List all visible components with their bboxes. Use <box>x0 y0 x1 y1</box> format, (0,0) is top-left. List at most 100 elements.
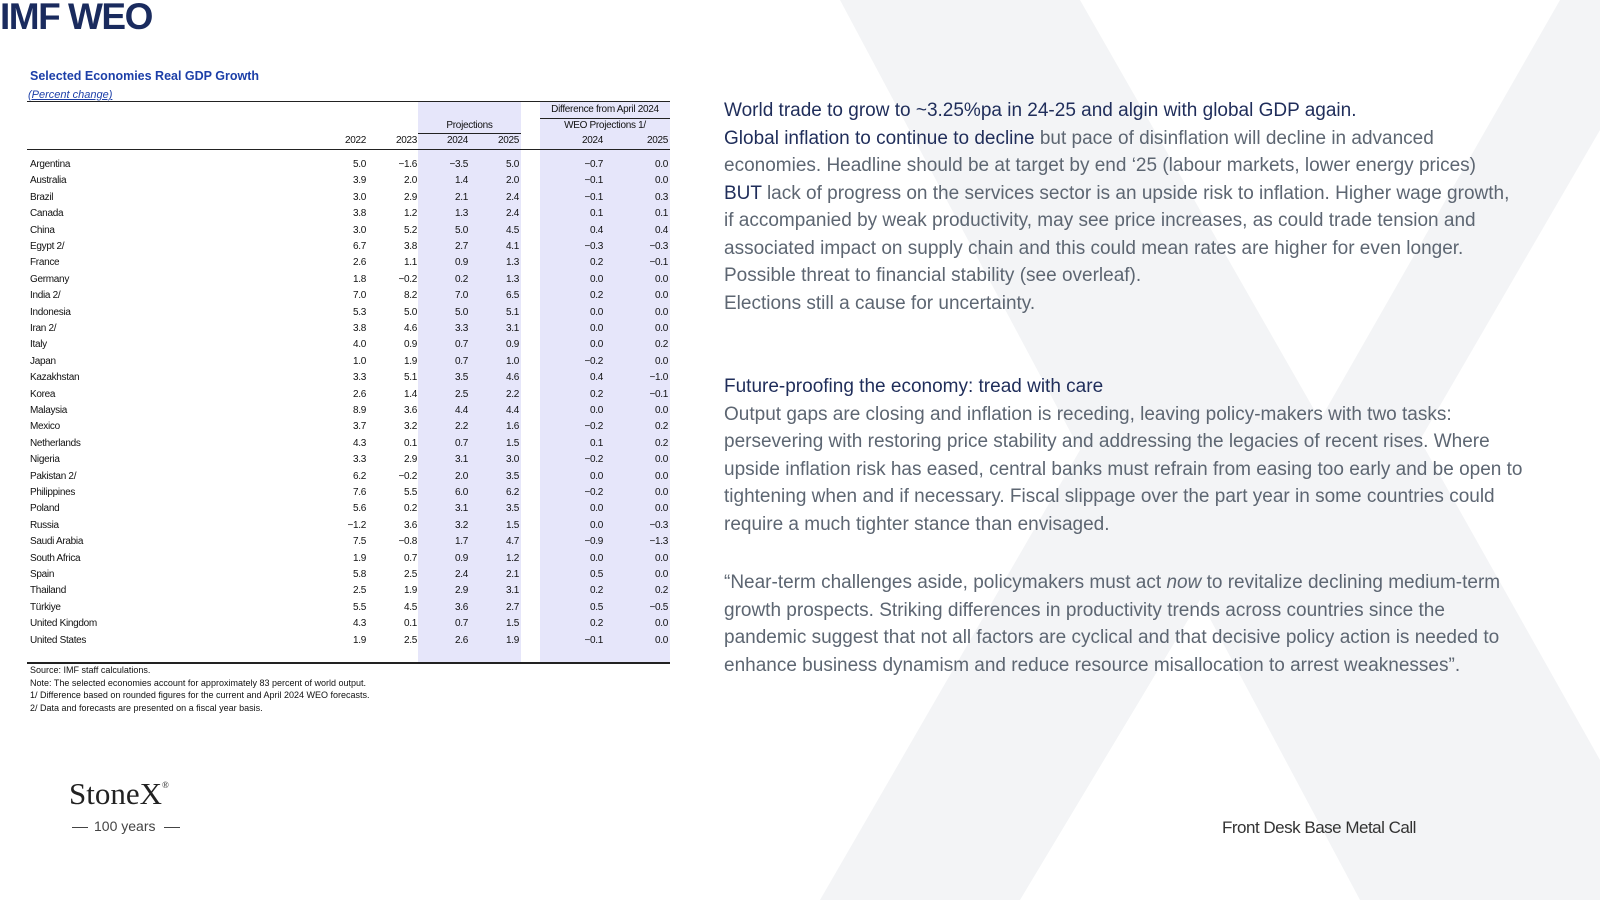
cell-value: 1.4 <box>403 388 417 400</box>
cell-value: 0.1 <box>589 208 603 220</box>
cell-value: −0.1 <box>649 257 668 269</box>
cell-value: 0.0 <box>654 405 668 416</box>
cell-value: 3.8 <box>352 323 366 334</box>
cell-value: −0.9 <box>584 536 603 548</box>
cell-value: 0.0 <box>589 339 603 351</box>
cell-value: 4.4 <box>454 405 468 416</box>
cell-value: −0.3 <box>584 241 603 252</box>
cell-value: 0.0 <box>654 355 668 367</box>
cell-value: 4.3 <box>352 437 366 449</box>
cell-value: −0.3 <box>649 519 668 531</box>
cell-value: 2.9 <box>454 585 468 597</box>
cell-value: 3.2 <box>403 421 417 433</box>
cell-value: 5.0 <box>403 306 417 318</box>
cell-value: 2.5 <box>352 585 366 597</box>
row-label: Russia <box>30 519 59 531</box>
column-header: 2025 <box>497 135 519 146</box>
text-run: BUT <box>724 182 762 204</box>
cell-value: 3.0 <box>352 224 366 236</box>
cell-value: 3.8 <box>403 241 417 252</box>
cell-value: 0.5 <box>589 569 603 580</box>
row-label: Netherlands <box>30 437 81 449</box>
cell-value: 1.3 <box>505 273 519 285</box>
table-title: Selected Economies Real GDP Growth <box>30 69 260 83</box>
cell-value: 3.5 <box>505 470 519 482</box>
cell-value: 0.2 <box>589 257 603 269</box>
cell-value: 1.9 <box>352 634 366 646</box>
cell-value: −1.2 <box>347 519 366 531</box>
text-section: World trade to grow to ~3.25%pa in 24-25… <box>724 97 1524 317</box>
row-label: Nigeria <box>30 454 60 466</box>
cell-value: 1.9 <box>352 552 366 564</box>
cell-value: 5.5 <box>403 487 417 498</box>
paragraph: World trade to grow to ~3.25%pa in 24-25… <box>724 97 1524 125</box>
cell-value: 5.0 <box>454 224 468 236</box>
paragraph: Future-proofing the economy: tread with … <box>724 373 1524 401</box>
cell-value: 8.2 <box>403 290 417 302</box>
cell-value: 2.0 <box>505 175 519 187</box>
row-label: France <box>30 257 60 269</box>
cell-value: 0.2 <box>454 273 468 285</box>
cell-value: 2.5 <box>403 569 417 580</box>
cell-value: 4.5 <box>505 224 519 236</box>
row-label: Argentina <box>30 159 71 170</box>
cell-value: 4.1 <box>505 241 519 252</box>
text-run: Future-proofing the economy: tread with … <box>724 376 1104 397</box>
cell-value: 0.0 <box>589 306 603 318</box>
paragraph: Elections still a cause for uncertainty. <box>724 290 1524 318</box>
cell-value: 3.6 <box>454 601 468 613</box>
cell-value: −0.3 <box>649 241 668 252</box>
cell-value: −0.1 <box>584 191 603 203</box>
row-label: Egypt 2/ <box>30 241 65 252</box>
cell-value: 0.1 <box>589 437 603 449</box>
cell-value: 2.0 <box>454 470 468 482</box>
cell-value: 1.5 <box>505 618 519 630</box>
cell-value: 3.8 <box>352 208 366 220</box>
cell-value: −0.2 <box>584 421 603 433</box>
cell-value: 3.3 <box>352 454 366 466</box>
cell-value: 2.5 <box>403 634 417 646</box>
cell-value: 2.2 <box>454 421 468 433</box>
row-label: Saudi Arabia <box>30 536 84 548</box>
cell-value: −0.1 <box>649 388 668 400</box>
cell-value: 0.9 <box>454 257 468 269</box>
cell-value: 2.6 <box>352 257 366 269</box>
cell-value: 0.0 <box>589 470 603 482</box>
group-header: Difference from April 2024 <box>551 104 659 115</box>
text-run: “Near-term challenges aside, policymaker… <box>724 572 1167 593</box>
cell-value: −0.1 <box>584 634 603 646</box>
logo-subtitle: 100 years <box>94 818 156 834</box>
cell-value: 6.7 <box>352 241 366 252</box>
row-label: Kazakhstan <box>30 372 80 384</box>
text-run: World trade to grow to ~3.25%pa in 24-25… <box>724 100 1357 121</box>
rule <box>27 101 670 102</box>
cell-value: 0.0 <box>654 634 668 646</box>
cell-value: −0.1 <box>584 175 603 187</box>
cell-value: 0.0 <box>654 569 668 580</box>
cell-value: 2.7 <box>505 601 519 613</box>
cell-value: 5.0 <box>352 159 366 170</box>
cell-value: −3.5 <box>449 159 468 170</box>
cell-value: −0.5 <box>649 601 668 613</box>
cell-value: 4.3 <box>352 618 366 630</box>
cell-value: 1.9 <box>505 634 519 646</box>
cell-value: 0.0 <box>589 273 603 285</box>
logo-text: StoneX <box>69 776 162 811</box>
cell-value: 2.7 <box>454 241 468 252</box>
cell-value: 0.7 <box>454 355 468 367</box>
cell-value: 0.2 <box>589 388 603 400</box>
row-label: Iran 2/ <box>30 323 57 334</box>
cell-value: 0.0 <box>654 618 668 630</box>
cell-value: 1.7 <box>454 536 468 548</box>
cell-value: 2.9 <box>403 454 417 466</box>
row-label: South Africa <box>30 552 81 564</box>
cell-value: 1.0 <box>505 355 519 367</box>
column-header: 2023 <box>395 135 417 146</box>
cell-value: 1.5 <box>505 519 519 531</box>
row-label: India 2/ <box>30 290 61 302</box>
cell-value: 5.2 <box>403 224 417 236</box>
cell-value: 0.2 <box>654 421 668 433</box>
cell-value: 0.0 <box>589 519 603 531</box>
cell-value: 0.2 <box>654 585 668 597</box>
cell-value: 0.1 <box>403 437 417 449</box>
